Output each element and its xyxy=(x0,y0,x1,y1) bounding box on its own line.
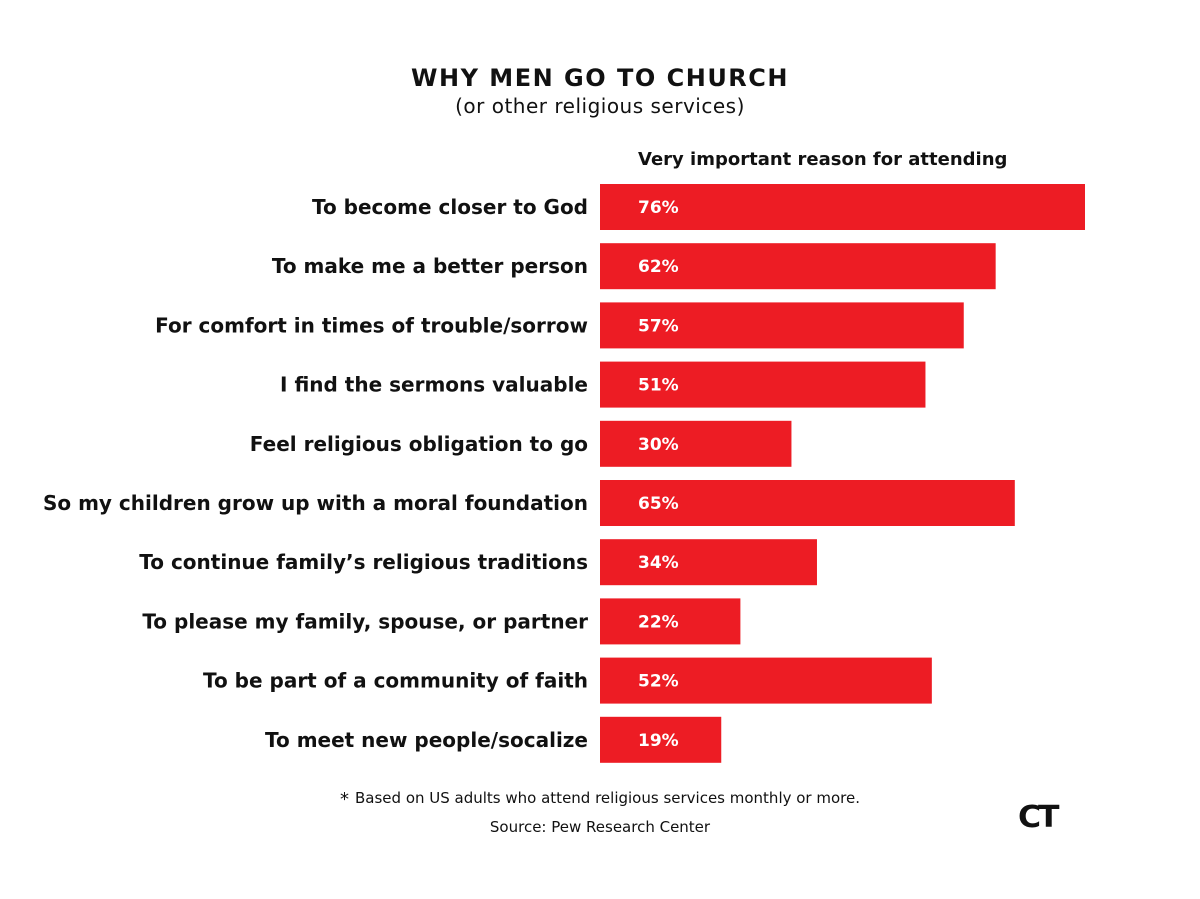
value-label: 76% xyxy=(638,198,679,218)
value-label: 22% xyxy=(638,612,679,632)
bar xyxy=(600,598,741,645)
bar xyxy=(600,420,792,467)
footnote-marker: * xyxy=(340,789,349,810)
bar xyxy=(600,361,926,408)
bar xyxy=(600,539,817,586)
value-label: 57% xyxy=(638,316,679,336)
category-label: To meet new people/socalize xyxy=(265,728,588,752)
category-label: Feel religious obligation to go xyxy=(250,432,588,456)
value-label: 52% xyxy=(638,672,679,692)
category-label: To continue family’s religious tradition… xyxy=(139,550,588,574)
category-label: To be part of a community of faith xyxy=(203,669,588,693)
value-label: 19% xyxy=(638,731,679,751)
category-label: So my children grow up with a moral foun… xyxy=(43,491,588,515)
value-label: 34% xyxy=(638,553,679,573)
value-label: 62% xyxy=(638,257,679,277)
chart-subtitle: (or other religious services) xyxy=(455,94,745,118)
category-label: To make me a better person xyxy=(272,254,588,278)
chart-title: WHY MEN GO TO CHURCH xyxy=(411,64,789,92)
series-header: Very important reason for attending xyxy=(638,149,1008,170)
category-label: To please my family, spouse, or partner xyxy=(142,609,588,633)
value-label: 30% xyxy=(638,435,679,455)
source-note: Source: Pew Research Center xyxy=(489,818,711,836)
bar xyxy=(600,302,964,349)
value-label: 65% xyxy=(638,494,679,514)
category-label: To become closer to God xyxy=(312,195,588,219)
category-label: I find the sermons valuable xyxy=(280,373,588,397)
bar xyxy=(600,243,996,290)
ct-logo: CT xyxy=(1018,800,1060,835)
bar xyxy=(600,657,932,704)
bar xyxy=(600,480,1015,526)
category-label: For comfort in times of trouble/sorrow xyxy=(155,313,588,337)
footnote: * Based on US adults who attend religious… xyxy=(0,787,1200,811)
bar xyxy=(600,716,722,763)
value-label: 51% xyxy=(638,376,679,396)
footnote-text: Based on US adults who attend religious … xyxy=(355,789,860,807)
bar xyxy=(600,184,1085,230)
